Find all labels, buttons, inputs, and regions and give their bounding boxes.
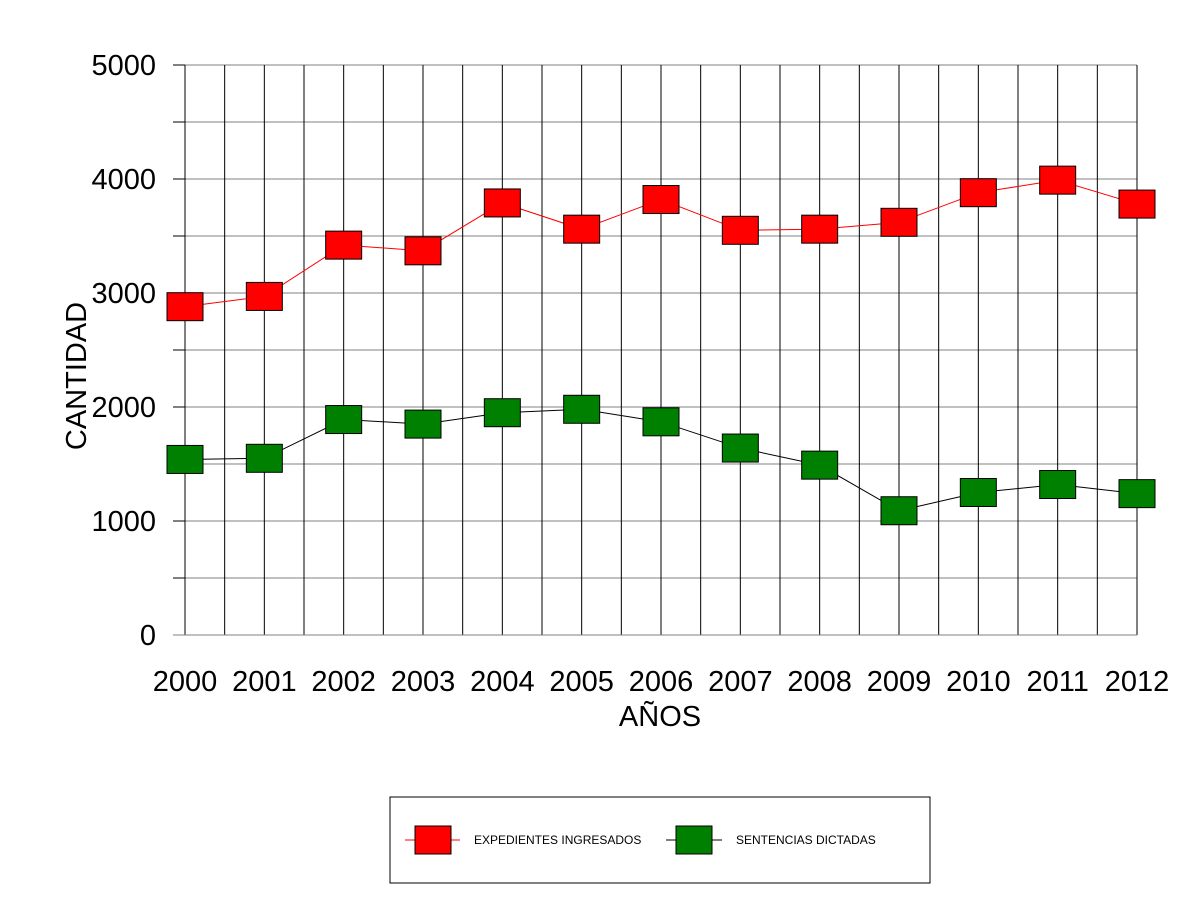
- data-point: [721, 215, 759, 245]
- x-tick-label: 2008: [787, 666, 852, 698]
- tick-labels: 0 1000 2000 3000 4000 5000 2000 2001 2002 2003 200…: [91, 50, 1169, 698]
- x-tick-label: 2009: [867, 666, 932, 698]
- data-point: [245, 281, 283, 311]
- y-tick-label: 2000: [91, 392, 156, 424]
- y-tick-label: 4000: [91, 164, 156, 196]
- x-tick-label: 2010: [946, 666, 1011, 698]
- data-point: [801, 450, 839, 480]
- data-point: [166, 444, 204, 474]
- data-point: [642, 185, 680, 215]
- data-point: [1039, 165, 1077, 195]
- x-tick-label: 2003: [391, 666, 456, 698]
- x-tick-label: 2004: [470, 666, 535, 698]
- y-axis-title: CANTIDAD: [61, 302, 93, 450]
- y-tick-label: 1000: [91, 506, 156, 538]
- data-point: [245, 443, 283, 473]
- data-point: [801, 214, 839, 244]
- data-point: [721, 433, 759, 463]
- y-tick-label: 0: [140, 620, 156, 652]
- data-point: [642, 407, 680, 437]
- data-point: [1118, 189, 1156, 219]
- data-point: [483, 188, 521, 218]
- data-point: [166, 292, 204, 322]
- x-tick-label: 2000: [153, 666, 218, 698]
- series-0: [166, 165, 1156, 322]
- x-tick-label: 2011: [1026, 666, 1088, 698]
- series-1: [166, 394, 1156, 526]
- legend: EXPEDIENTES INGRESADOS SENTENCIAS DICTAD…: [389, 796, 931, 884]
- data-point: [880, 496, 918, 526]
- data-point: [959, 478, 997, 507]
- x-tick-label: 2012: [1105, 666, 1170, 698]
- legend-label-sentencias: SENTENCIAS DICTADAS: [736, 833, 876, 847]
- data-point: [483, 398, 521, 428]
- legend-marker-expedientes: [414, 825, 452, 855]
- x-tick-label: 2001: [232, 666, 297, 698]
- data-point: [1039, 470, 1077, 500]
- y-tick-label: 5000: [91, 50, 156, 82]
- y-tick-label: 3000: [91, 278, 156, 310]
- series-group: [166, 165, 1156, 526]
- legend-box: [389, 796, 931, 884]
- x-tick-label: 2005: [549, 666, 614, 698]
- data-point: [563, 394, 601, 424]
- legend-label-expedientes: EXPEDIENTES INGRESADOS: [474, 833, 641, 847]
- x-tick-label: 2002: [311, 666, 376, 698]
- data-point: [563, 214, 601, 244]
- data-point: [325, 405, 363, 435]
- data-point: [404, 236, 442, 266]
- data-point: [959, 178, 997, 208]
- data-point: [880, 207, 918, 237]
- x-tick-label: 2007: [708, 666, 773, 698]
- x-tick-label: 2006: [629, 666, 694, 698]
- data-point: [1118, 479, 1156, 509]
- data-point: [404, 409, 442, 439]
- x-axis-title: AÑOS: [619, 699, 701, 733]
- axes: [173, 64, 1137, 636]
- grid: [184, 64, 1138, 636]
- legend-marker-sentencias: [675, 825, 713, 855]
- data-point: [325, 230, 363, 260]
